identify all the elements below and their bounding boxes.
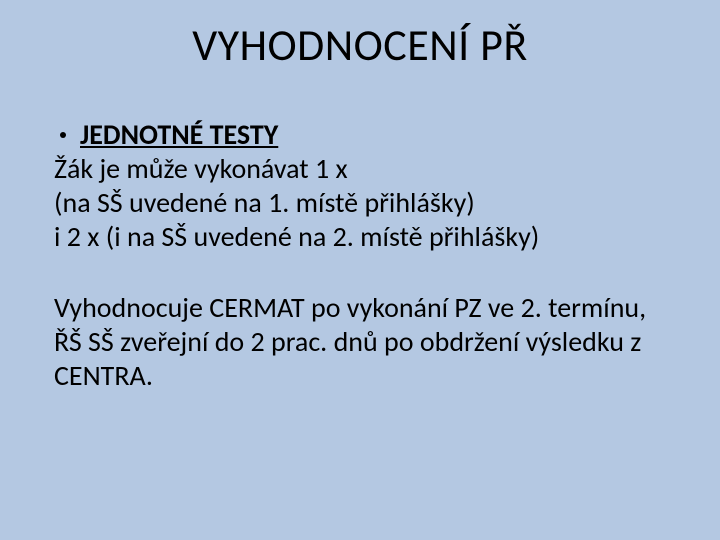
bullet-item: JEDNOTNÉ TESTY xyxy=(54,118,660,152)
body-line-1: Žák je může vykonávat 1 x xyxy=(54,152,660,186)
slide-title: VYHODNOCENÍ PŘ xyxy=(0,18,720,72)
body-paragraph-2: Vyhodnocuje CERMAT po vykonání PZ ve 2. … xyxy=(54,291,660,393)
slide: VYHODNOCENÍ PŘ JEDNOTNÉ TESTY Žák je můž… xyxy=(0,0,720,540)
bullet-label: JEDNOTNÉ TESTY xyxy=(80,118,278,152)
body-line-2: (na SŠ uvedené na 1. místě přihlášky) xyxy=(54,186,660,220)
body-line-3: i 2 x (i na SŠ uvedené na 2. místě přihl… xyxy=(54,220,660,254)
bullet-dot-icon xyxy=(60,132,66,138)
slide-body: JEDNOTNÉ TESTY Žák je může vykonávat 1 x… xyxy=(54,118,660,393)
